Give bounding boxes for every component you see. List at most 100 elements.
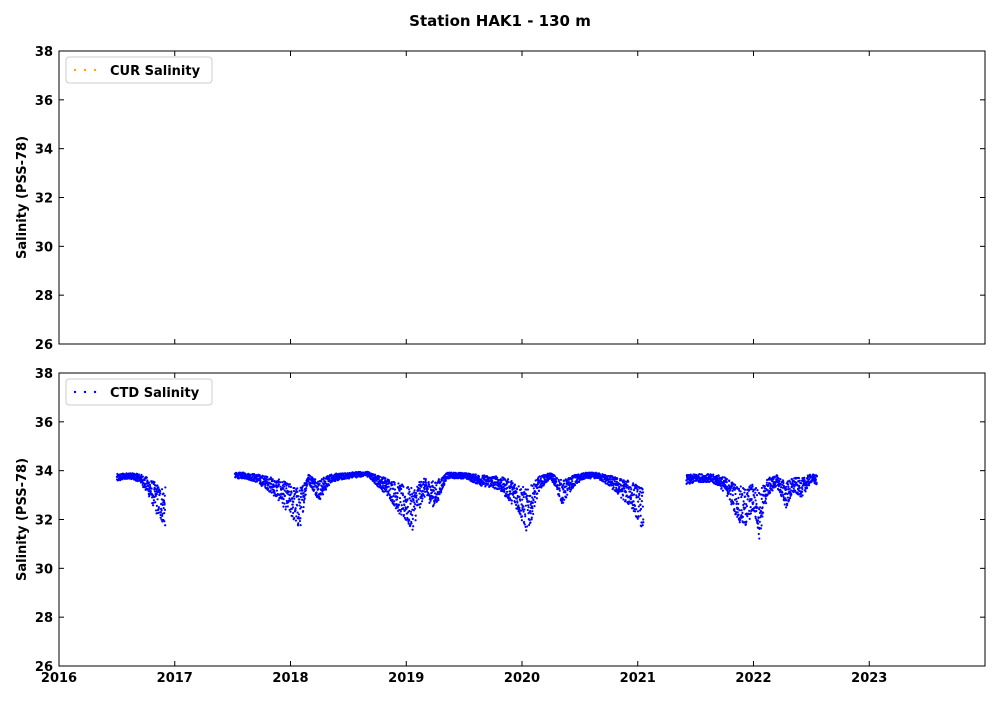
y-tick-label: 32: [35, 192, 53, 207]
data-point: [283, 494, 287, 497]
data-point: [804, 490, 807, 493]
data-point: [528, 523, 531, 527]
data-point: [598, 473, 602, 476]
data-point: [291, 497, 294, 500]
data-point: [527, 506, 530, 509]
y-tick-label: 30: [35, 562, 53, 577]
data-point: [731, 489, 734, 492]
data-point: [388, 493, 391, 496]
data-point: [634, 510, 637, 513]
data-point: [277, 478, 281, 481]
data-point: [408, 493, 412, 496]
data-point: [303, 484, 306, 487]
data-point: [798, 479, 801, 482]
data-point: [607, 474, 610, 478]
data-point: [791, 485, 794, 488]
data-point: [269, 482, 273, 485]
data-point: [507, 499, 511, 502]
data-point: [625, 486, 628, 489]
data-point: [420, 495, 424, 498]
data-point: [500, 484, 503, 487]
data-point: [277, 499, 280, 502]
data-point: [763, 490, 767, 493]
data-point: [330, 473, 333, 476]
data-point: [768, 489, 771, 493]
data-point: [744, 495, 747, 498]
data-point: [756, 519, 760, 522]
data-point: [301, 489, 304, 492]
data-point: [568, 484, 571, 487]
data-point: [164, 486, 167, 489]
data-point: [764, 502, 768, 505]
data-point: [396, 492, 399, 495]
data-point: [299, 495, 303, 499]
data-point: [405, 512, 408, 515]
data-point: [515, 497, 518, 500]
data-point: [496, 476, 499, 479]
data-point: [388, 489, 391, 492]
data-point: [519, 488, 523, 491]
data-point: [410, 500, 413, 503]
data-point: [779, 478, 782, 481]
data-point: [235, 471, 238, 474]
data-point: [636, 490, 639, 493]
data-point: [749, 505, 752, 509]
data-point: [403, 516, 406, 519]
data-point: [516, 501, 519, 504]
data-point: [797, 476, 801, 480]
data-point: [283, 485, 286, 488]
data-point: [561, 496, 564, 499]
data-point: [695, 473, 698, 476]
data-point: [555, 477, 559, 480]
data-point: [284, 505, 288, 508]
data-point: [766, 493, 769, 496]
data-point: [754, 517, 757, 520]
data-point: [412, 525, 415, 528]
y-tick-label: 38: [35, 45, 53, 60]
data-point: [393, 483, 396, 486]
data-point: [279, 485, 282, 488]
data-point: [164, 524, 167, 527]
data-point: [626, 484, 629, 487]
data-point: [616, 477, 619, 480]
data-point: [755, 494, 759, 497]
data-point: [417, 498, 420, 501]
data-point: [537, 489, 541, 492]
data-point: [771, 489, 774, 492]
data-point: [634, 483, 637, 486]
data-point: [521, 485, 525, 489]
data-point: [530, 518, 533, 521]
legend-box: [65, 378, 213, 406]
data-point: [624, 480, 627, 483]
data-point: [401, 492, 404, 495]
data-point: [402, 485, 405, 488]
data-point: [801, 494, 804, 497]
data-point: [407, 522, 410, 525]
data-point: [764, 497, 768, 500]
data-point: [421, 489, 424, 492]
data-point: [473, 479, 476, 482]
data-point: [642, 521, 645, 524]
data-point: [393, 500, 396, 503]
data-point: [521, 508, 524, 511]
data-point: [396, 506, 399, 509]
data-point: [284, 508, 287, 511]
data-point: [748, 509, 751, 512]
x-tick-label: 2016: [41, 671, 77, 686]
data-point: [158, 493, 161, 497]
data-point: [160, 488, 164, 491]
data-point: [300, 505, 303, 509]
data-point: [641, 505, 644, 508]
legend-marker: [83, 390, 87, 394]
data-point: [162, 500, 166, 503]
data-point: [251, 476, 254, 479]
data-point: [507, 495, 510, 498]
data-point: [286, 505, 289, 508]
data-point: [406, 505, 409, 508]
data-point: [160, 509, 163, 512]
data-point: [531, 510, 534, 513]
x-tick-label: 2023: [851, 671, 887, 686]
data-point: [517, 485, 520, 488]
data-point: [285, 484, 288, 487]
data-point: [620, 496, 623, 499]
